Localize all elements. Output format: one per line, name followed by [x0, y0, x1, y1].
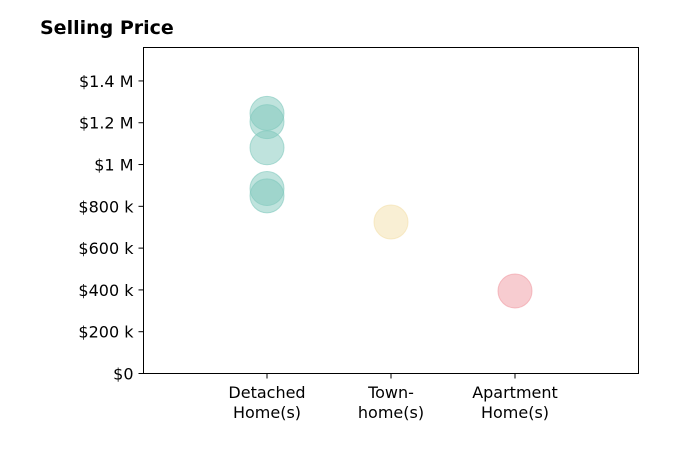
x-tick-label: Home(s)	[481, 403, 549, 422]
y-tick-label: $800 k	[78, 197, 134, 216]
x-tick-label: Town-	[367, 383, 414, 402]
data-point	[497, 273, 533, 309]
x-tick-label: Apartment	[472, 383, 558, 402]
points-layer	[249, 95, 533, 309]
chart-title: Selling Price	[40, 17, 174, 39]
y-tick-label: $200 k	[78, 323, 134, 342]
y-tick-label: $600 k	[78, 239, 134, 258]
data-point	[249, 130, 285, 166]
x-axis: DetachedHome(s)Town-home(s)ApartmentHome…	[228, 373, 558, 422]
data-point	[249, 178, 285, 214]
data-point	[373, 204, 409, 240]
x-tick-label: home(s)	[358, 403, 424, 422]
y-tick-label: $1.2 M	[79, 114, 134, 133]
y-axis: $0 $200 k $400 k $600 k $800 k $1 M $1.2 M $1.4…	[78, 72, 144, 384]
y-tick-label: $0	[113, 365, 133, 384]
x-tick-label: Detached	[228, 383, 305, 402]
y-tick-label: $1 M	[94, 156, 133, 175]
y-tick-label: $400 k	[78, 281, 134, 300]
y-tick-label: $1.4 M	[79, 72, 134, 91]
x-tick-label: Home(s)	[233, 403, 301, 422]
